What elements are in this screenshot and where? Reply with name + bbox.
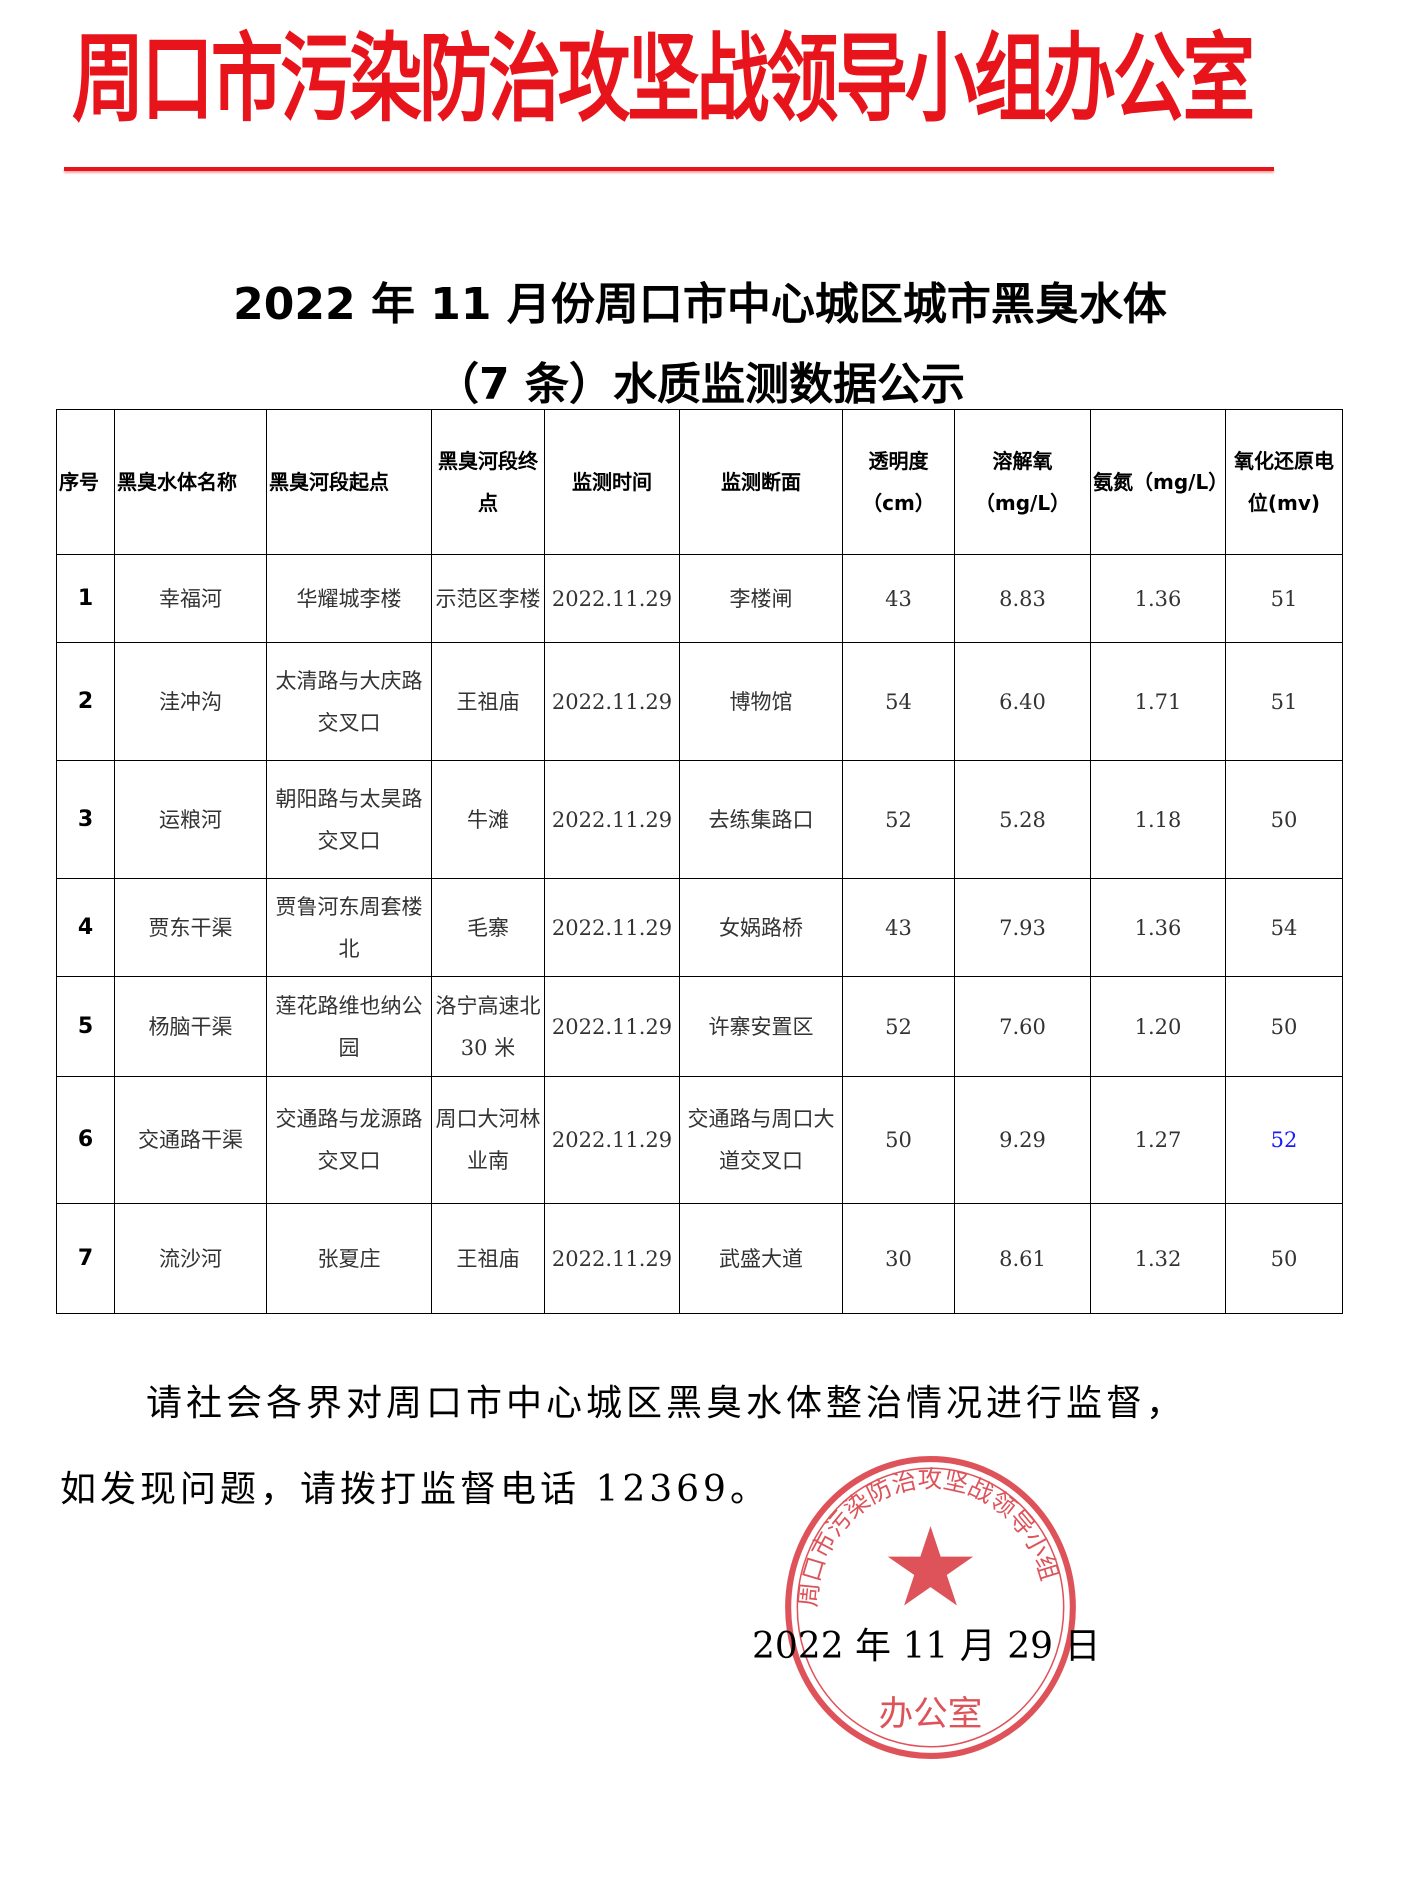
- table-cell: 1.36: [1090, 554, 1226, 643]
- table-cell: 2: [56, 642, 115, 761]
- table-cell: 朝阳路与太昊路交叉口: [266, 760, 432, 879]
- table-cell: 毛寨: [431, 878, 545, 977]
- table-cell: 7.60: [954, 976, 1091, 1077]
- document-title-line1: 2022 年 11 月份周口市中心城区城市黑臭水体: [233, 279, 1167, 330]
- table-cell: 幸福河: [114, 554, 267, 643]
- table-cell: 1.32: [1090, 1203, 1226, 1314]
- table-cell: 50: [842, 1076, 955, 1204]
- table-row: 4 贾东干渠 贾鲁河东周套楼北 毛寨 2022.11.29 女娲路桥 43 7.93 1.36 5…: [56, 878, 1343, 977]
- table-cell: 9.29: [954, 1076, 1091, 1204]
- table-cell: 1.36: [1090, 878, 1226, 977]
- table-cell: 8.61: [954, 1203, 1091, 1314]
- table-cell: 示范区李楼: [431, 554, 545, 643]
- column-header: 黑臭河段终点: [431, 409, 545, 555]
- table-cell: 王祖庙: [431, 642, 545, 761]
- table-cell: 52: [1225, 1076, 1343, 1204]
- table-cell: 太清路与大庆路交叉口: [266, 642, 432, 761]
- table-row: 5 杨脑干渠 莲花路维也纳公园 洛宁高速北 30 米 2022.11.29 许寨安置区 52…: [56, 976, 1343, 1077]
- table-cell: 张夏庄: [266, 1203, 432, 1314]
- table-row: 7 流沙河 张夏庄 王祖庙 2022.11.29 武盛大道 30 8.61 1.32 50: [56, 1203, 1343, 1314]
- table-row: 2 洼冲沟 太清路与大庆路交叉口 王祖庙 2022.11.29 博物馆 54 6.40 1.71…: [56, 642, 1343, 761]
- table-cell: 1.71: [1090, 642, 1226, 761]
- table-cell: 许寨安置区: [679, 976, 843, 1077]
- table-cell: 6: [56, 1076, 115, 1204]
- table-cell: 贾东干渠: [114, 878, 267, 977]
- table-cell: 2022.11.29: [544, 878, 680, 977]
- table-cell: 周口大河林业南: [431, 1076, 545, 1204]
- column-header: 监测断面: [679, 409, 843, 555]
- notice-line2: 如发现问题，请拨打监督电话 12369。: [60, 1469, 770, 1510]
- table-cell: 杨脑干渠: [114, 976, 267, 1077]
- table-cell: 去练集路口: [679, 760, 843, 879]
- table-cell: 51: [1225, 554, 1343, 643]
- table-cell: 51: [1225, 642, 1343, 761]
- column-header: 序号: [56, 409, 115, 555]
- table-cell: 4: [56, 878, 115, 977]
- table-cell: 7: [56, 1203, 115, 1314]
- table-cell: 莲花路维也纳公园: [266, 976, 432, 1077]
- table-cell: 交通路与周口大道交叉口: [679, 1076, 843, 1204]
- table-cell: 2022.11.29: [544, 1203, 680, 1314]
- column-header: 氨氮（mg/L）: [1090, 409, 1228, 555]
- table-cell: 6.40: [954, 642, 1091, 761]
- document-date: 2022 年 11 月 29 日: [752, 1626, 1101, 1667]
- table-cell: 50: [1225, 976, 1343, 1077]
- star-icon: [887, 1526, 974, 1606]
- table-cell: 43: [842, 878, 955, 977]
- table-cell: 52: [842, 976, 955, 1077]
- organization-header: 周口市污染防治攻坚战领导小组办公室: [72, 23, 1255, 135]
- table-cell: 1.20: [1090, 976, 1226, 1077]
- column-header: 监测时间: [544, 409, 680, 555]
- table-cell: 54: [842, 642, 955, 761]
- column-header: 透明度（cm）: [842, 409, 955, 555]
- table-cell: 2022.11.29: [544, 760, 680, 879]
- table-cell: 50: [1225, 760, 1343, 879]
- table-cell: 交通路与龙源路交叉口: [266, 1076, 432, 1204]
- notice-line1: 请社会各界对周口市中心城区黑臭水体整治情况进行监督，: [146, 1383, 1187, 1424]
- table-cell: 52: [842, 760, 955, 879]
- header-divider: [64, 167, 1274, 171]
- table-row: 6 交通路干渠 交通路与龙源路交叉口 周口大河林业南 2022.11.29 交通路与周口大…: [56, 1076, 1343, 1204]
- column-header: 氧化还原电位(mv): [1225, 409, 1343, 555]
- table-cell: 运粮河: [114, 760, 267, 879]
- table-cell: 1.27: [1090, 1076, 1226, 1204]
- table-cell: 5: [56, 976, 115, 1077]
- column-header: 黑臭河段起点: [266, 409, 432, 555]
- table-cell: 2022.11.29: [544, 976, 680, 1077]
- document-title-line2: （7 条）水质监测数据公示: [435, 359, 965, 410]
- seal-bottom-text: 办公室: [879, 1694, 983, 1734]
- monitoring-data-table: 序号 黑臭水体名称 黑臭河段起点 黑臭河段终点 监测时间 监测断面 透明度（cm） 溶解氧（m…: [56, 409, 1343, 1314]
- table-row: 1 幸福河 华耀城李楼 示范区李楼 2022.11.29 李楼闸 43 8.83 1.36 51: [56, 554, 1343, 643]
- table-cell: 洛宁高速北 30 米: [431, 976, 545, 1077]
- table-cell: 54: [1225, 878, 1343, 977]
- table-cell: 8.83: [954, 554, 1091, 643]
- table-cell: 流沙河: [114, 1203, 267, 1314]
- table-cell: 30: [842, 1203, 955, 1314]
- table-cell: 3: [56, 760, 115, 879]
- table-cell: 2022.11.29: [544, 642, 680, 761]
- table-cell: 洼冲沟: [114, 642, 267, 761]
- table-cell: 1.18: [1090, 760, 1226, 879]
- table-cell: 华耀城李楼: [266, 554, 432, 643]
- table-cell: 李楼闸: [679, 554, 843, 643]
- table-cell: 2022.11.29: [544, 1076, 680, 1204]
- table-cell: 7.93: [954, 878, 1091, 977]
- table-cell: 1: [56, 554, 115, 643]
- table-cell: 贾鲁河东周套楼北: [266, 878, 432, 977]
- table-cell: 交通路干渠: [114, 1076, 267, 1204]
- table-row: 3 运粮河 朝阳路与太昊路交叉口 牛滩 2022.11.29 去练集路口 52 5.28 1.1…: [56, 760, 1343, 879]
- table-cell: 5.28: [954, 760, 1091, 879]
- table-cell: 43: [842, 554, 955, 643]
- column-header: 溶解氧（mg/L）: [954, 409, 1091, 555]
- table-cell: 牛滩: [431, 760, 545, 879]
- column-header: 黑臭水体名称: [114, 409, 267, 555]
- table-cell: 50: [1225, 1203, 1343, 1314]
- table-cell: 2022.11.29: [544, 554, 680, 643]
- table-cell: 博物馆: [679, 642, 843, 761]
- official-seal: 周口市污染防治攻坚战领导小组 办公室: [785, 1456, 1076, 1759]
- table-cell: 女娲路桥: [679, 878, 843, 977]
- table-cell: 王祖庙: [431, 1203, 545, 1314]
- table-cell: 武盛大道: [679, 1203, 843, 1314]
